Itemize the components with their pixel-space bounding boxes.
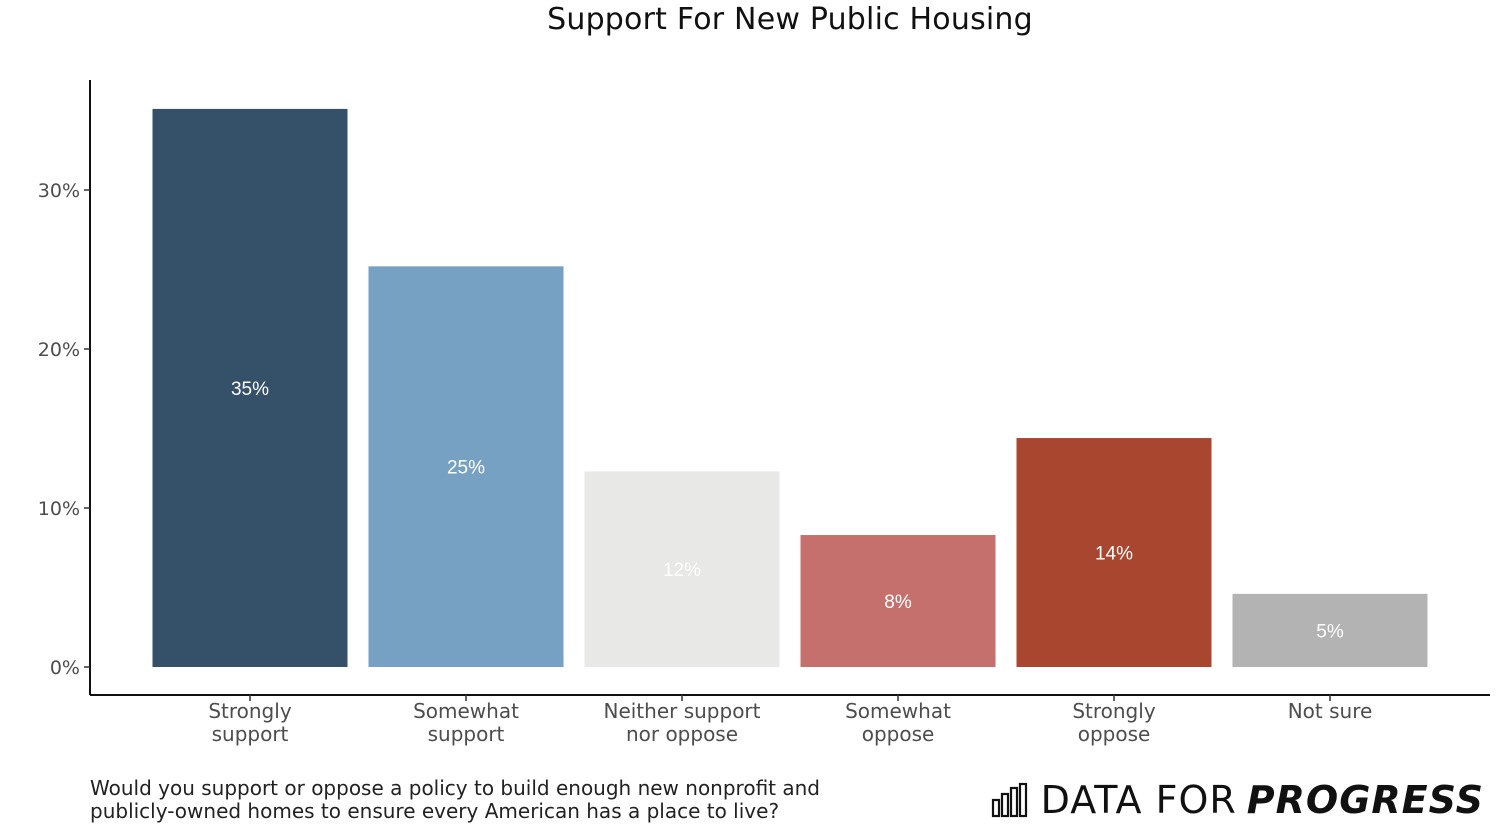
x-tick-label: oppose: [1078, 722, 1151, 746]
bar-chart: 0%10%20%30%35%Stronglysupport25%Somewhat…: [38, 80, 1490, 746]
bar: [152, 108, 348, 667]
x-tick-label: Not sure: [1288, 699, 1373, 723]
bar: [1232, 593, 1428, 667]
bar-data-label: 14%: [1095, 544, 1133, 565]
bar-chart-logo-icon: [991, 782, 1027, 818]
brand-logo: DATA FOR PROGRESS: [991, 778, 1484, 822]
x-tick-label: Strongly: [1072, 699, 1155, 723]
y-tick-label: 0%: [50, 657, 80, 679]
chart-title: Support For New Public Housing: [547, 2, 1033, 37]
x-tick-label: support: [428, 722, 505, 746]
brand-wordmark: DATA FOR PROGRESS: [1041, 778, 1484, 822]
x-tick-label: Somewhat: [845, 699, 951, 723]
bar: [800, 535, 996, 667]
brand-wordmark-bold: PROGRESS: [1246, 778, 1484, 822]
bar: [368, 266, 564, 667]
x-tick-label: Somewhat: [413, 699, 519, 723]
bar-data-label: 35%: [231, 379, 269, 400]
y-tick-label: 30%: [38, 180, 80, 202]
x-tick-label: nor oppose: [626, 722, 738, 746]
y-tick-label: 10%: [38, 498, 80, 520]
bar-data-label: 5%: [1316, 621, 1344, 642]
bar: [1016, 438, 1212, 667]
bar-data-label: 8%: [884, 592, 912, 613]
brand-wordmark-light: DATA FOR: [1040, 778, 1237, 822]
x-tick-label: oppose: [862, 722, 935, 746]
bar: [584, 471, 780, 667]
x-tick-label: Neither support: [603, 699, 760, 723]
y-tick-label: 20%: [38, 339, 80, 361]
bar-data-label: 25%: [447, 458, 485, 479]
x-tick-label: support: [212, 722, 289, 746]
bar-data-label: 12%: [663, 560, 701, 581]
survey-question-caption: Would you support or oppose a policy to …: [90, 776, 820, 823]
x-tick-label: Strongly: [208, 699, 291, 723]
